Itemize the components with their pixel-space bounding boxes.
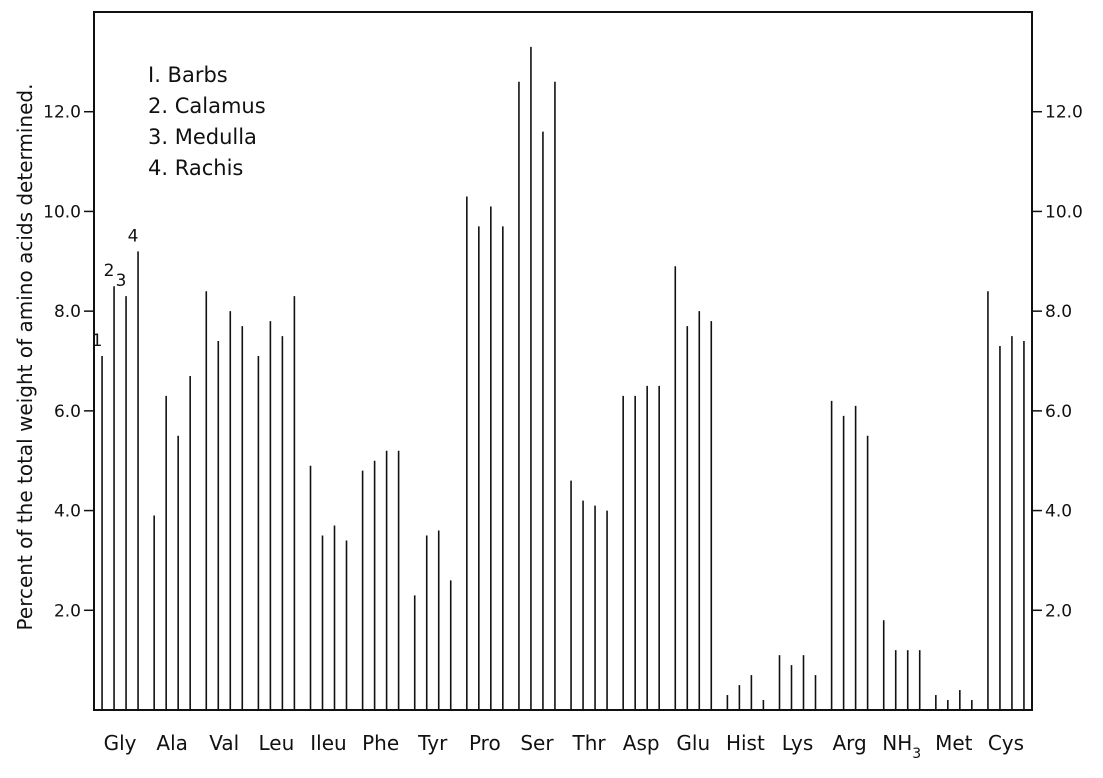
y-tick-label-left: 4.0 — [54, 502, 81, 522]
y-axis-left: 2.0 4.0 6.0 8.0 10.0 12.0 — [43, 103, 94, 621]
y-tick-label-right: 4.0 — [1045, 502, 1072, 522]
legend-entry: 4. Rachis — [148, 156, 243, 180]
category-label: Ala — [156, 731, 188, 755]
category-label: Asp — [623, 731, 660, 755]
category-label: Pro — [469, 731, 501, 755]
y-tick-label-right: 2.0 — [1045, 601, 1072, 621]
bar-annotation: 3 — [116, 271, 127, 291]
y-tick-label-right: 12.0 — [1045, 103, 1083, 123]
category-label: Met — [935, 731, 973, 755]
y-tick-label-left: 10.0 — [43, 202, 81, 222]
category-label: Gly — [104, 731, 137, 755]
y-tick-label-right: 6.0 — [1045, 402, 1072, 422]
category-label: Ser — [520, 731, 554, 755]
legend-entry: 2. Calamus — [148, 94, 266, 118]
legend-entry: I. Barbs — [148, 63, 228, 87]
category-label: Hist — [726, 731, 765, 755]
category-label: Phe — [362, 731, 399, 755]
category-label: Leu — [258, 731, 294, 755]
category-label: Lys — [782, 731, 814, 755]
bar-annotations: 1 2 3 4 — [92, 226, 139, 351]
y-axis-right: 2.0 4.0 6.0 8.0 10.0 12.0 — [1032, 103, 1083, 621]
bar-annotation: 2 — [104, 261, 115, 281]
category-label: NH3 — [882, 731, 921, 762]
category-label: Thr — [571, 731, 606, 755]
bar-group — [101, 46, 1025, 710]
legend: I. Barbs 2. Calamus 3. Medulla 4. Rachis — [148, 63, 266, 180]
plot-frame — [93, 11, 1033, 711]
legend-entry: 3. Medulla — [148, 125, 257, 149]
category-label: Val — [209, 731, 239, 755]
y-tick-label-left: 8.0 — [54, 302, 81, 322]
y-tick-label-right: 10.0 — [1045, 202, 1083, 222]
category-label: Cys — [988, 731, 1024, 755]
y-tick-label-right: 8.0 — [1045, 302, 1072, 322]
bar-annotation: 1 — [92, 331, 103, 351]
category-label: Ileu — [310, 731, 346, 755]
bar-annotation: 4 — [128, 226, 139, 246]
category-label: Arg — [832, 731, 866, 755]
category-labels: Gly Ala Val Leu Ileu Phe Tyr Pro Ser Thr Asp Glu His… — [104, 731, 1024, 762]
category-label: Tyr — [417, 731, 448, 755]
y-tick-label-left: 6.0 — [54, 402, 81, 422]
y-axis-label: Percent of the total weight of amino aci… — [13, 84, 37, 631]
category-label: Glu — [676, 731, 710, 755]
y-tick-label-left: 12.0 — [43, 103, 81, 123]
y-tick-label-left: 2.0 — [54, 601, 81, 621]
